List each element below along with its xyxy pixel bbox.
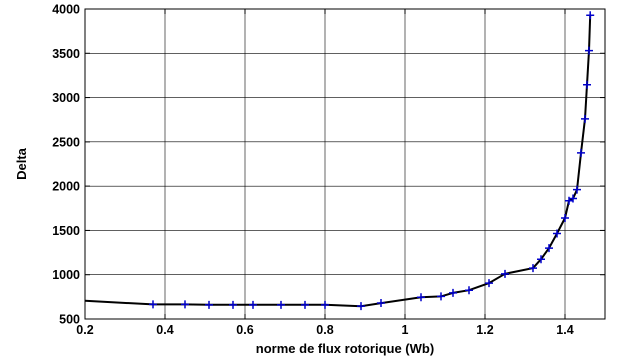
data-point-marker [437,292,445,301]
x-tick-label: 0.4 [156,323,173,337]
data-point-marker [229,300,237,309]
y-tick-label: 3000 [52,91,80,105]
data-point-marker [181,300,189,309]
y-tick-label: 2500 [52,135,80,149]
data-point-marker [485,279,493,288]
data-point-marker [585,46,593,55]
data-point-marker [586,11,595,20]
data-point-marker [205,300,213,309]
x-tick-label: 0.8 [316,323,333,337]
data-point-marker [357,302,365,311]
x-tick-label: 0.2 [76,323,93,337]
y-axis-label: Delta [14,147,29,180]
x-tick-label: 1 [402,323,409,337]
data-point-marker [301,300,309,309]
y-tick-label: 4000 [52,3,80,17]
data-point-marker [529,264,537,273]
data-point-marker [545,244,553,253]
grid-lines [85,9,605,319]
data-point-marker [321,300,329,309]
x-tick-label: 0.6 [236,323,253,337]
data-point-marker [537,255,545,264]
plot-frame [84,8,606,320]
y-tick-label: 1500 [52,224,80,238]
data-point-marker [583,80,591,89]
axis-ticks [84,8,605,320]
data-point-marker [581,114,589,123]
data-point-marker [501,269,509,278]
data-point-marker [553,229,561,238]
y-tick-label: 3500 [52,47,80,61]
data-point-marker [577,148,585,157]
data-point-marker [417,293,425,302]
data-point-marker [573,185,581,194]
data-point-marker [277,300,285,309]
x-tick-labels: 0.2 0.4 0.6 0.8 1 1.2 1.4 [76,323,573,337]
x-tick-label: 1.4 [556,323,573,337]
data-point-marker [561,214,569,223]
x-axis-label: norme de flux rotorique (Wb) [256,341,434,356]
data-point-marker [449,288,457,297]
data-point-marker [149,300,157,309]
y-tick-label: 1000 [52,268,80,282]
data-point-marker [465,286,473,295]
y-tick-label: 500 [59,313,80,327]
y-tick-label: 2000 [52,180,80,194]
y-tick-labels: 500 1000 1500 2000 2500 3000 3500 4000 [52,3,80,327]
data-point-marker [569,194,577,203]
x-tick-label: 1.2 [476,323,493,337]
series-markers [149,11,595,311]
series-line [84,15,592,308]
data-point-marker [249,300,257,309]
data-point-marker [377,299,385,308]
